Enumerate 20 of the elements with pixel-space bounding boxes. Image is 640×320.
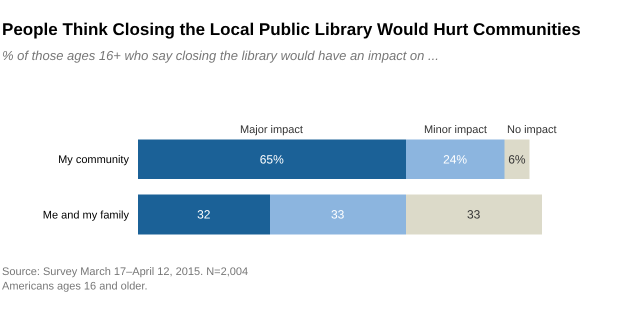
bar (504, 139, 530, 180)
y-tick-label: My community (58, 154, 130, 166)
data-label: 32 (197, 207, 211, 222)
series-label: Major impact (240, 124, 303, 136)
chart-subtitle: % of those ages 16+ who say closing the library would have an impact on ... (2, 48, 439, 63)
y-tick-label: Me and my family (42, 209, 130, 222)
chart-title: People Think Closing the Local Public Library Would Hurt Communities (2, 20, 581, 39)
bar (406, 139, 505, 180)
bar (138, 194, 270, 234)
series-label: No impact (507, 124, 557, 136)
data-label: 65% (260, 152, 284, 166)
data-label: 33 (466, 207, 481, 222)
bar (406, 194, 542, 234)
data-label: 33 (330, 207, 345, 222)
source-note: Source: Survey March 17–April 12, 2015. N=2,004 Americans ages 16 and older. (2, 266, 248, 292)
bar (270, 194, 406, 234)
series-label: Minor impact (424, 124, 487, 136)
data-label: 6% (508, 152, 526, 166)
bar (138, 139, 406, 180)
data-label: 24% (443, 152, 468, 166)
